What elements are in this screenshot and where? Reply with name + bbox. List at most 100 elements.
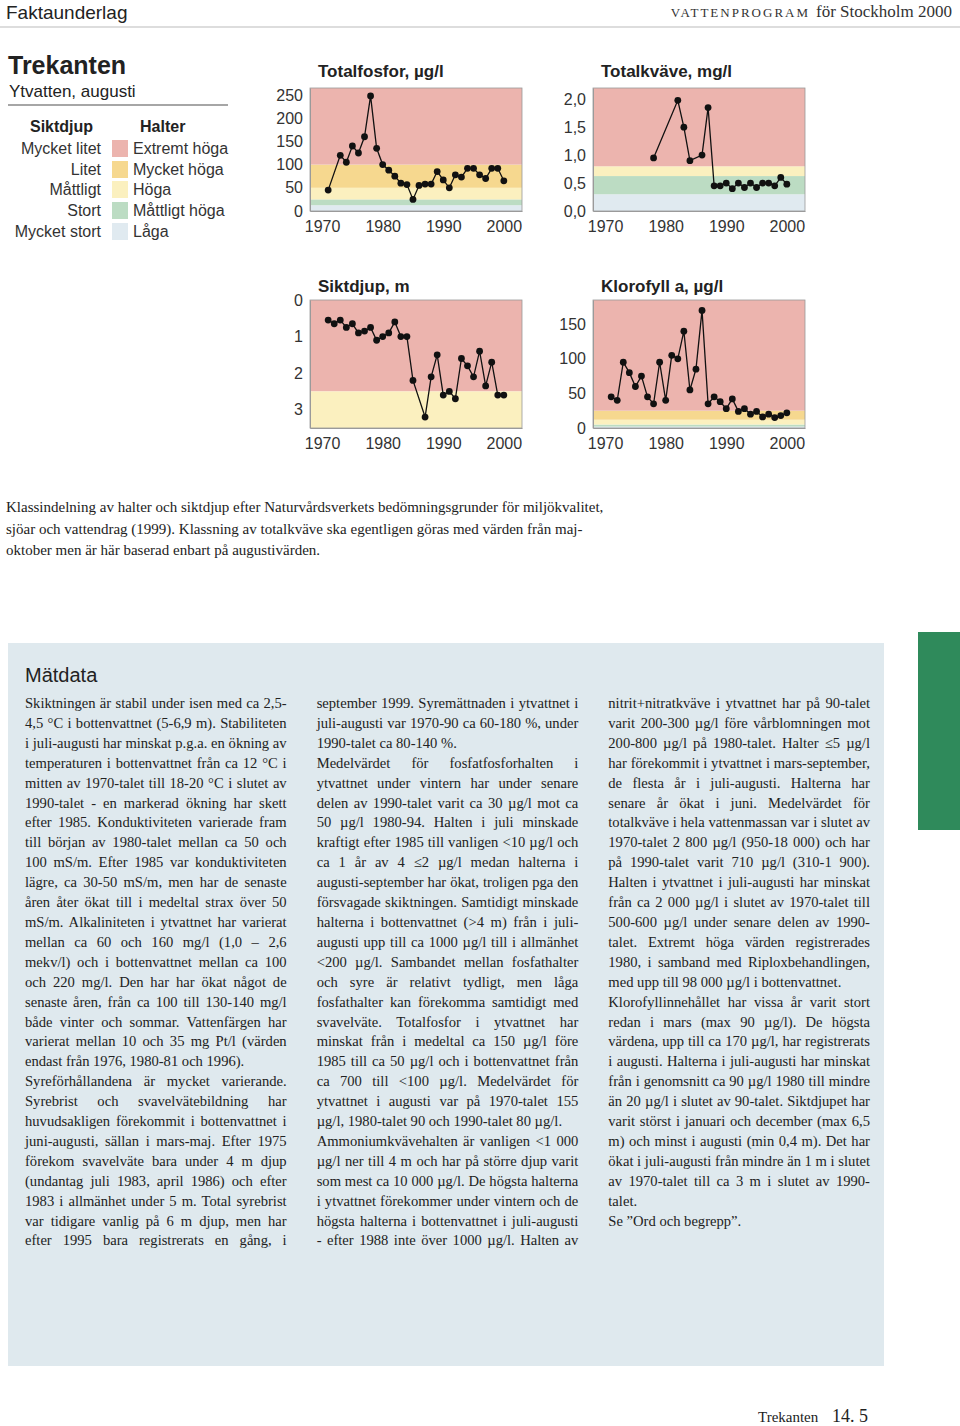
text-columns: Skiktningen är stabil under isen med ca … [8, 694, 884, 1251]
y-tick: 50 [568, 385, 593, 402]
data-point [687, 387, 694, 394]
data-point [476, 171, 483, 178]
y-tick: 0,0 [564, 203, 593, 220]
data-point [422, 181, 429, 188]
y-axis: 050100150200250 [276, 87, 310, 220]
data-point [680, 124, 687, 131]
data-point [349, 320, 356, 327]
y-tick: 2,0 [564, 91, 593, 108]
axis-line [594, 428, 806, 429]
y-tick: 0,5 [564, 175, 593, 192]
x-tick: 1980 [648, 428, 684, 452]
data-point [674, 97, 681, 104]
header-rule [0, 27, 960, 28]
data-point [361, 328, 368, 335]
chart: 01231970198019902000Siktdjup, m [294, 277, 522, 452]
data-point [608, 393, 615, 400]
data-point [470, 165, 477, 172]
data-point [771, 414, 778, 421]
data-point [385, 330, 392, 337]
footer-page: 14. 5 [832, 1406, 868, 1426]
y-tick-label: 100 [276, 156, 303, 173]
data-point [470, 373, 477, 380]
x-tick: 2000 [487, 211, 523, 235]
y-tick: 2 [294, 365, 310, 382]
data-point [717, 398, 724, 405]
paragraph: Klorofyllinnehållet har vissa år varit s… [608, 993, 870, 1212]
data-point [367, 92, 374, 99]
data-point [662, 397, 669, 404]
header-left: Faktaunderlag [6, 2, 127, 23]
data-point [488, 165, 495, 172]
x-tick-label: 2000 [770, 218, 806, 235]
x-axis: 1970198019902000 [588, 211, 806, 235]
legend-label: Höga [133, 181, 171, 198]
x-tick: 2000 [770, 428, 806, 452]
x-tick: 1980 [365, 211, 401, 235]
data-point [355, 330, 362, 337]
data-point [494, 165, 501, 172]
data-point [668, 352, 675, 359]
x-tick-label: 1970 [305, 218, 341, 235]
data-point [741, 405, 748, 412]
data-point [650, 154, 657, 161]
data-point [440, 177, 447, 184]
x-tick: 1990 [709, 428, 745, 452]
data-point [650, 400, 657, 407]
y-tick-label: 2 [294, 365, 303, 382]
x-tick-label: 1970 [588, 435, 624, 452]
data-point [446, 388, 453, 395]
y-tick: 150 [276, 133, 310, 150]
legend-label: Måttligt [49, 181, 101, 198]
x-axis: 1970 1980 1990 2000 [588, 428, 806, 452]
data-point [410, 377, 417, 384]
legend-label: Extremt höga [133, 140, 228, 157]
x-axis: 1970198019902000 [305, 428, 523, 452]
data-point [428, 181, 435, 188]
y-tick: 0 [294, 292, 310, 309]
y-tick-label: 200 [276, 110, 303, 127]
data-point [410, 196, 417, 203]
series-line [328, 96, 504, 200]
data-point [759, 180, 766, 187]
data-point [735, 180, 742, 187]
plot-frame [593, 300, 805, 428]
chart: 0501001502002501970198019902000Totalfosf… [276, 62, 522, 235]
data-point [343, 324, 350, 331]
y-tick-label: 150 [276, 133, 303, 150]
data-point [391, 319, 398, 326]
chart: 0501001501970198019902000Klorofyll a, µg… [559, 277, 805, 452]
text-box: Mätdata Skiktningen är stabil under isen … [8, 643, 884, 1366]
data-point [759, 414, 766, 421]
plot-frame [310, 300, 522, 428]
data-point [404, 333, 411, 340]
data-point [644, 393, 651, 400]
axis-line [311, 428, 523, 429]
legend-label: Litet [71, 161, 102, 178]
data-point [458, 174, 465, 181]
data-point [482, 175, 489, 182]
x-tick-label: 1980 [648, 435, 684, 452]
plot-frame [310, 88, 522, 211]
data-point [777, 174, 784, 181]
data-point [771, 182, 778, 189]
y-tick: 100 [276, 156, 310, 173]
legend-swatch [112, 202, 128, 219]
data-point [729, 396, 736, 403]
data-point [325, 187, 332, 194]
caption-line: sjöar och vattendrag (1999). Klassning a… [6, 521, 582, 538]
class-band [310, 88, 522, 165]
data-point [723, 180, 730, 187]
caption-line: oktober men är här baserad enbart på aug… [6, 542, 320, 558]
x-tick-label: 2000 [487, 218, 523, 235]
data-point [434, 168, 441, 175]
x-tick: 1980 [648, 211, 684, 235]
y-tick: 0 [577, 420, 593, 437]
data-point [385, 167, 392, 174]
x-tick-label: 1980 [648, 218, 684, 235]
y-tick-label: 0,0 [564, 203, 586, 220]
legend-title: Halter [140, 118, 185, 135]
series-line [328, 320, 504, 417]
section-heading: Mätdata [25, 663, 884, 687]
y-tick-label: 0 [577, 420, 586, 437]
